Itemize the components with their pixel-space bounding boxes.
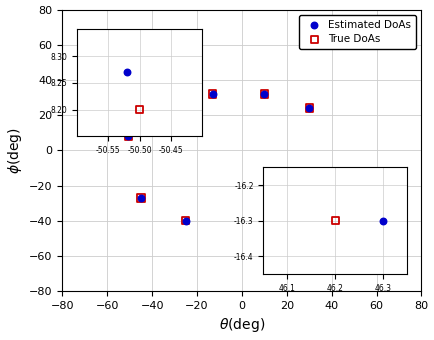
True DoAs bbox=[182, 218, 189, 223]
True DoAs bbox=[138, 195, 145, 201]
True DoAs bbox=[342, 176, 349, 182]
True DoAs bbox=[125, 133, 132, 139]
True DoAs bbox=[306, 105, 312, 111]
X-axis label: $\theta$(deg): $\theta$(deg) bbox=[219, 317, 265, 335]
Estimated DoAs bbox=[138, 195, 145, 201]
Estimated DoAs bbox=[182, 218, 189, 223]
True DoAs bbox=[261, 91, 268, 97]
Estimated DoAs bbox=[342, 176, 349, 182]
Estimated DoAs bbox=[306, 105, 312, 111]
Legend: Estimated DoAs, True DoAs: Estimated DoAs, True DoAs bbox=[299, 15, 416, 49]
Estimated DoAs bbox=[261, 91, 268, 97]
Estimated DoAs bbox=[209, 91, 216, 97]
Estimated DoAs bbox=[125, 133, 132, 138]
Y-axis label: $\phi$(deg): $\phi$(deg) bbox=[6, 127, 23, 174]
True DoAs bbox=[209, 91, 216, 97]
